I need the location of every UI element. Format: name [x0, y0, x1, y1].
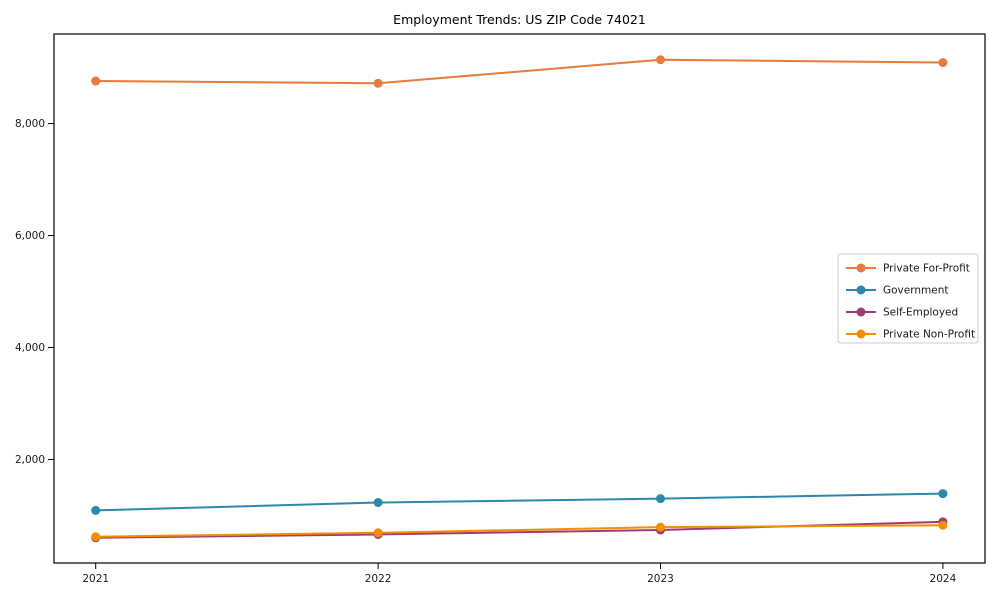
series-line-private-non-profit [95, 524, 943, 538]
legend-box [837, 253, 979, 344]
data-point-private-for-profit-2023 [656, 55, 665, 65]
legend-label-government: Government [883, 285, 948, 297]
data-point-government-2024 [938, 489, 948, 499]
x-tick-label: 2024 [930, 573, 957, 585]
series-line-government [95, 492, 943, 512]
x-tick-label: 2023 [647, 573, 674, 585]
y-tick-label: 6,000 [15, 230, 45, 242]
data-point-private-for-profit-2022 [373, 78, 383, 88]
legend-marker-private-for-profit [856, 263, 866, 273]
x-tick-label: 2022 [365, 573, 392, 585]
data-point-private-non-profit-2024 [938, 520, 948, 530]
data-point-private-non-profit-2022 [373, 528, 383, 538]
data-point-government-2022 [373, 498, 383, 508]
legend-marker-private-non-profit [856, 329, 866, 339]
data-point-private-for-profit-2021 [91, 76, 101, 86]
y-tick-label: 4,000 [15, 342, 45, 354]
legend-label-private-non-profit: Private Non-Profit [883, 329, 975, 341]
data-point-government-2021 [91, 505, 101, 515]
legend-marker-government [856, 285, 866, 295]
series-line-private-for-profit [95, 58, 943, 85]
data-point-private-non-profit-2021 [91, 532, 101, 542]
x-tick-label: 2021 [82, 573, 109, 585]
y-tick-label: 8,000 [15, 118, 45, 130]
chart-title: Employment Trends: US ZIP Code 74021 [393, 12, 646, 27]
plot-frame [53, 33, 986, 564]
y-tick-label: 2,000 [15, 454, 45, 466]
legend-label-self-employed: Self-Employed [883, 307, 958, 319]
data-point-private-for-profit-2024 [938, 58, 948, 68]
legend-marker-self-employed [856, 307, 866, 317]
data-point-government-2023 [656, 494, 665, 504]
legend-label-private-for-profit: Private For-Profit [883, 263, 970, 275]
data-point-private-non-profit-2023 [656, 522, 665, 532]
